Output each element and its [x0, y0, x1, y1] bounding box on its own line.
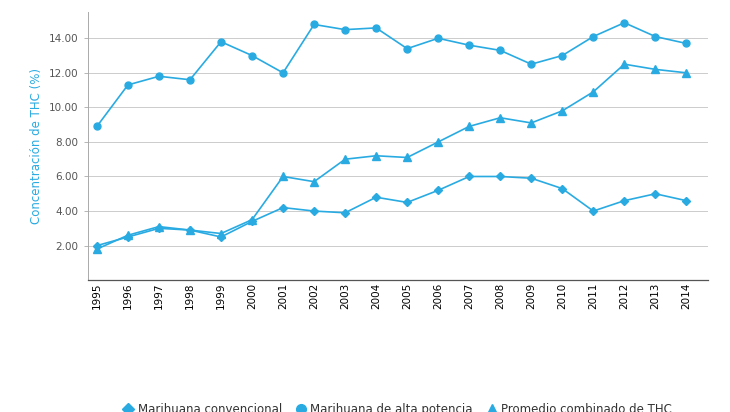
Y-axis label: Concentración de THC (%): Concentración de THC (%)	[31, 68, 43, 224]
Legend: Marihuana convencional, Marihuana de alta potencia, Promedio combinado de THC: Marihuana convencional, Marihuana de alt…	[119, 398, 677, 412]
